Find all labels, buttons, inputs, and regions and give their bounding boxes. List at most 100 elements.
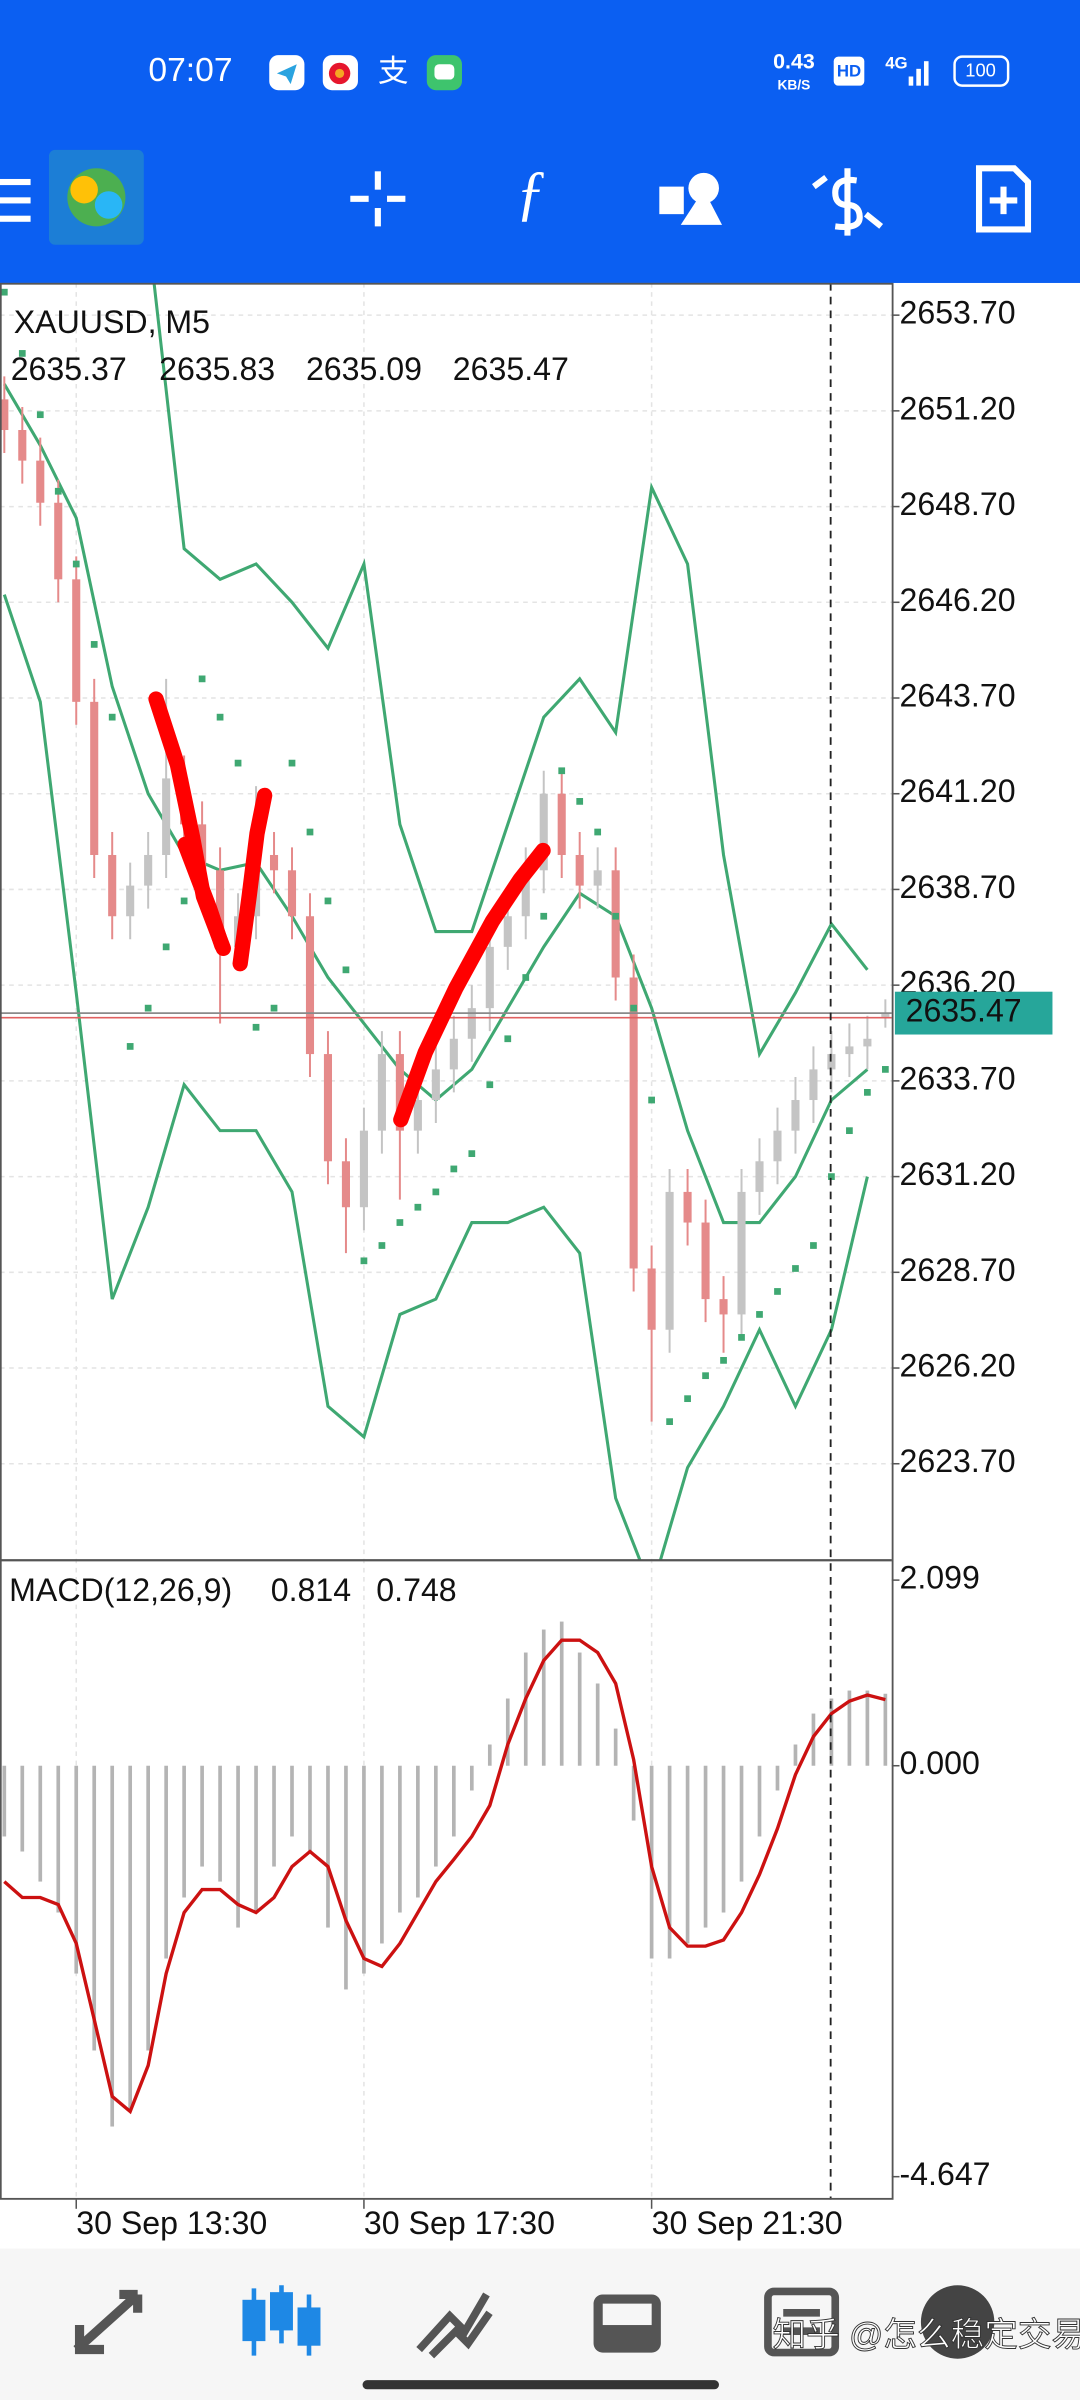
sar-dot [702,1372,709,1380]
menu-button[interactable] [0,178,31,222]
macd-bar [739,1765,744,1882]
y-tick-label: 2623.70 [899,1443,1015,1479]
sar-dot [306,828,314,836]
macd-bar [128,1765,133,2112]
y-tick-label: 2646.20 [899,582,1015,618]
macd-bar [523,1652,528,1766]
candle-body [683,1191,692,1223]
candle-body [647,1268,656,1330]
nav-quotes[interactable] [73,2289,143,2355]
macd-bar [613,1728,618,1766]
candle-body [305,916,315,1055]
nav-chart[interactable] [242,2285,321,2356]
sar-dot [540,912,548,920]
battery-level: 100 [965,60,996,81]
macd-bar [146,1765,150,2051]
nav-trade[interactable] [416,2292,493,2359]
ohlc-low: 2635.09 [306,351,422,387]
sar-dot [72,560,80,568]
home-indicator [362,2380,719,2390]
macd-bar [56,1765,61,1913]
macd-title: MACD(12,26,9) [9,1572,232,1608]
ohlc-close: 2635.47 [453,351,569,387]
candle-body [611,870,620,978]
new-order-button[interactable] [975,165,1032,233]
candle-body [701,1222,710,1300]
macd-plot [2,1621,888,2127]
y-tick-label: 2631.20 [899,1156,1015,1192]
candle-body [395,1054,404,1131]
symbol-label: XAUUSD, M5 [14,304,210,340]
sar-dot [396,1219,404,1226]
y-tick-label: 2628.70 [899,1252,1015,1288]
chart-background [0,282,1080,2200]
candle-body [90,701,99,855]
macd-bar [290,1765,294,1837]
candle-body [827,1054,836,1070]
sar-dot [414,1203,422,1211]
indicators-button[interactable]: ƒ [516,159,547,227]
candle-body [72,579,81,702]
macd-y-tick-label: 2.099 [899,1560,979,1596]
nav-history[interactable] [593,2294,661,2353]
candle-body [809,1069,818,1101]
sar-dot [324,897,332,905]
candle-body [845,1046,854,1055]
macd-bar [595,1683,600,1766]
y-tick-label: 2638.70 [899,869,1015,905]
nav-news[interactable] [764,2287,840,2357]
candle-body [755,1161,764,1192]
notification-icons: 支 [269,55,462,91]
macd-bar [308,1765,312,1852]
macd-bar [416,1765,420,1898]
trade-button[interactable] [811,168,884,236]
ohlc-readout: 2635.37 2635.83 2635.09 2635.47 [11,351,569,387]
sar-dot [450,1165,458,1173]
nav-settings[interactable] [920,2285,995,2359]
macd-bar [110,1765,115,2127]
objects-button[interactable] [659,172,723,225]
macd-bar [398,1765,402,1913]
macd-bar [721,1765,726,1913]
sar-dot [684,1395,691,1403]
candle-body [467,1008,476,1039]
candle-body [737,1191,746,1315]
candle-body [629,977,638,1269]
macd-bar [434,1765,438,1867]
sar-dot [864,1089,871,1096]
crosshair-button[interactable] [350,171,406,227]
candle-body [539,793,548,871]
macd-bar [344,1765,348,1990]
app-icon[interactable] [48,149,144,245]
sar-dot [288,759,296,767]
macd-bar [757,1765,762,1837]
macd-bar [703,1765,708,1928]
svg-text:支: 支 [378,55,409,89]
x-tick-label: 30 Sep 13:30 [76,2205,267,2241]
macd-y-tick-label: -4.647 [899,2156,990,2192]
toolbar: ƒ [0,149,1032,245]
macd-bar [38,1765,43,1882]
candle-body [108,854,117,917]
hd-text: HD [837,61,861,80]
y-tick-label: 2626.20 [899,1348,1015,1384]
candle-body [521,870,530,917]
sar-dot [612,912,620,920]
macd-bar [380,1765,384,1944]
hd-badge [833,56,865,86]
sar-dot [180,897,188,905]
current-price-box [894,991,1053,1035]
candle-body [719,1299,728,1315]
sar-dot [720,1357,727,1364]
status-time: 07:07 [148,52,232,89]
macd-bar [667,1765,672,1959]
y-tick-label: 2648.70 [899,486,1015,522]
sar-dot [774,1288,781,1295]
candle-body [341,1161,350,1208]
y-tick-label: 2633.70 [899,1060,1015,1096]
candle-body [359,1130,368,1208]
macd-bar [775,1765,780,1791]
macd-bar [541,1629,546,1766]
